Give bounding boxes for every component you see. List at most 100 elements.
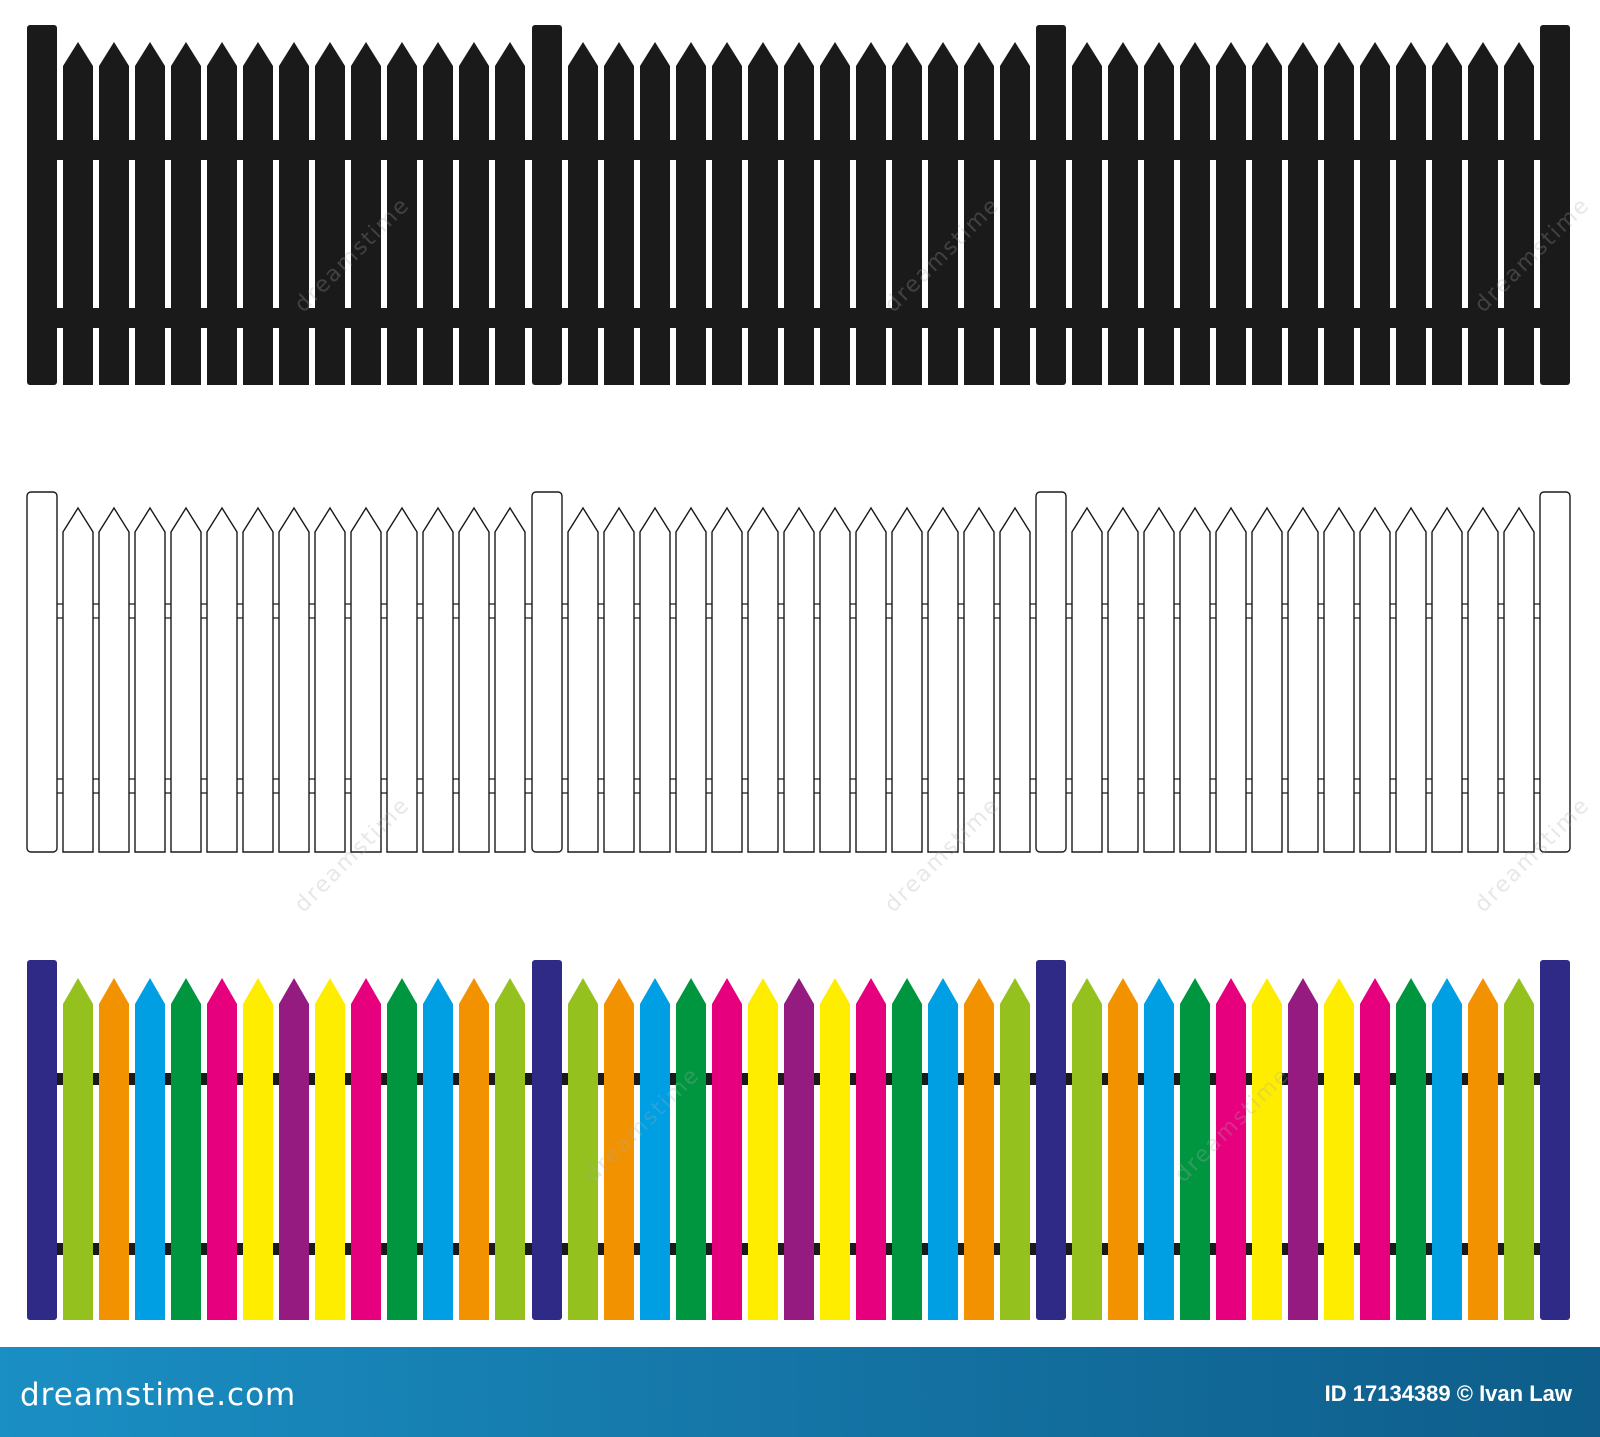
picket-27 (1072, 978, 1102, 1320)
picket-14 (568, 42, 598, 385)
picket-8 (315, 42, 345, 385)
colored-fence (27, 960, 1570, 1320)
picket-9 (351, 978, 381, 1320)
picket-17 (675, 506, 707, 853)
picket-8 (314, 506, 346, 853)
image-id-credit: ID 17134389 © Ivan Law (1324, 1381, 1572, 1406)
picket-11 (423, 42, 453, 385)
footer-bar: dreamstime.com ID 17134389 © Ivan Law (0, 1347, 1600, 1437)
picket-29 (1144, 978, 1174, 1320)
picket-18 (711, 506, 743, 853)
picket-38 (1467, 506, 1499, 853)
picket-5 (206, 506, 238, 853)
picket-19 (748, 42, 778, 385)
picket-9 (350, 506, 382, 853)
picket-28 (1107, 506, 1139, 853)
picket-7 (278, 506, 310, 853)
picket-31 (1215, 506, 1247, 853)
picket-26 (1000, 978, 1030, 1320)
picket-1 (63, 42, 93, 385)
picket-30 (1179, 506, 1211, 853)
picket-18 (712, 978, 742, 1320)
picket-25 (964, 978, 994, 1320)
picket-28 (1108, 42, 1138, 385)
fence-post-1 (26, 491, 58, 853)
picket-22 (856, 42, 886, 385)
picket-30 (1180, 42, 1210, 385)
fence-post-4 (1540, 25, 1570, 385)
fence-post-2 (532, 25, 562, 385)
picket-23 (892, 978, 922, 1320)
picket-13 (494, 506, 526, 853)
picket-16 (639, 506, 671, 853)
picket-19 (747, 506, 779, 853)
picket-4 (171, 978, 201, 1320)
picket-16 (640, 978, 670, 1320)
picket-1 (63, 978, 93, 1320)
picket-24 (928, 42, 958, 385)
picket-3 (135, 42, 165, 385)
fence-post-3 (1036, 960, 1066, 1320)
picket-2 (99, 42, 129, 385)
outline-fence (26, 491, 1571, 853)
picket-6 (242, 506, 274, 853)
picket-39 (1503, 506, 1535, 853)
picket-27 (1072, 42, 1102, 385)
black-fence (27, 25, 1570, 385)
picket-1 (62, 506, 94, 853)
picket-28 (1108, 978, 1138, 1320)
picket-23 (892, 42, 922, 385)
picket-14 (567, 506, 599, 853)
picket-39 (1504, 978, 1534, 1320)
picket-2 (99, 978, 129, 1320)
picket-32 (1251, 506, 1283, 853)
picket-36 (1395, 506, 1427, 853)
picket-21 (820, 978, 850, 1320)
picket-5 (207, 42, 237, 385)
picket-16 (640, 42, 670, 385)
fence-post-2 (531, 491, 563, 853)
picket-5 (207, 978, 237, 1320)
picket-34 (1324, 42, 1354, 385)
picket-20 (784, 978, 814, 1320)
picket-22 (856, 978, 886, 1320)
picket-35 (1360, 978, 1390, 1320)
picket-9 (351, 42, 381, 385)
picket-38 (1468, 978, 1498, 1320)
picket-35 (1360, 42, 1390, 385)
picket-34 (1323, 506, 1355, 853)
dreamstime-logo[interactable]: dreamstime.com (20, 1377, 297, 1413)
picket-29 (1143, 506, 1175, 853)
picket-25 (964, 42, 994, 385)
picket-20 (784, 42, 814, 385)
picket-3 (135, 978, 165, 1320)
picket-26 (1000, 42, 1030, 385)
picket-33 (1288, 42, 1318, 385)
picket-2 (98, 506, 130, 853)
picket-8 (315, 978, 345, 1320)
picket-32 (1252, 978, 1282, 1320)
picket-12 (458, 506, 490, 853)
picket-33 (1287, 506, 1319, 853)
picket-26 (999, 506, 1031, 853)
picket-11 (423, 978, 453, 1320)
picket-22 (855, 506, 887, 853)
fence-post-2 (532, 960, 562, 1320)
picket-24 (928, 978, 958, 1320)
picket-17 (676, 978, 706, 1320)
picket-10 (386, 506, 418, 853)
picket-24 (927, 506, 959, 853)
picket-15 (603, 506, 635, 853)
picket-7 (279, 978, 309, 1320)
picket-32 (1252, 42, 1282, 385)
picket-10 (387, 978, 417, 1320)
picket-27 (1071, 506, 1103, 853)
picket-10 (387, 42, 417, 385)
picket-17 (676, 42, 706, 385)
picket-20 (783, 506, 815, 853)
fence-post-4 (1540, 960, 1570, 1320)
picket-37 (1432, 42, 1462, 385)
picket-34 (1324, 978, 1354, 1320)
picket-12 (459, 978, 489, 1320)
picket-31 (1216, 42, 1246, 385)
